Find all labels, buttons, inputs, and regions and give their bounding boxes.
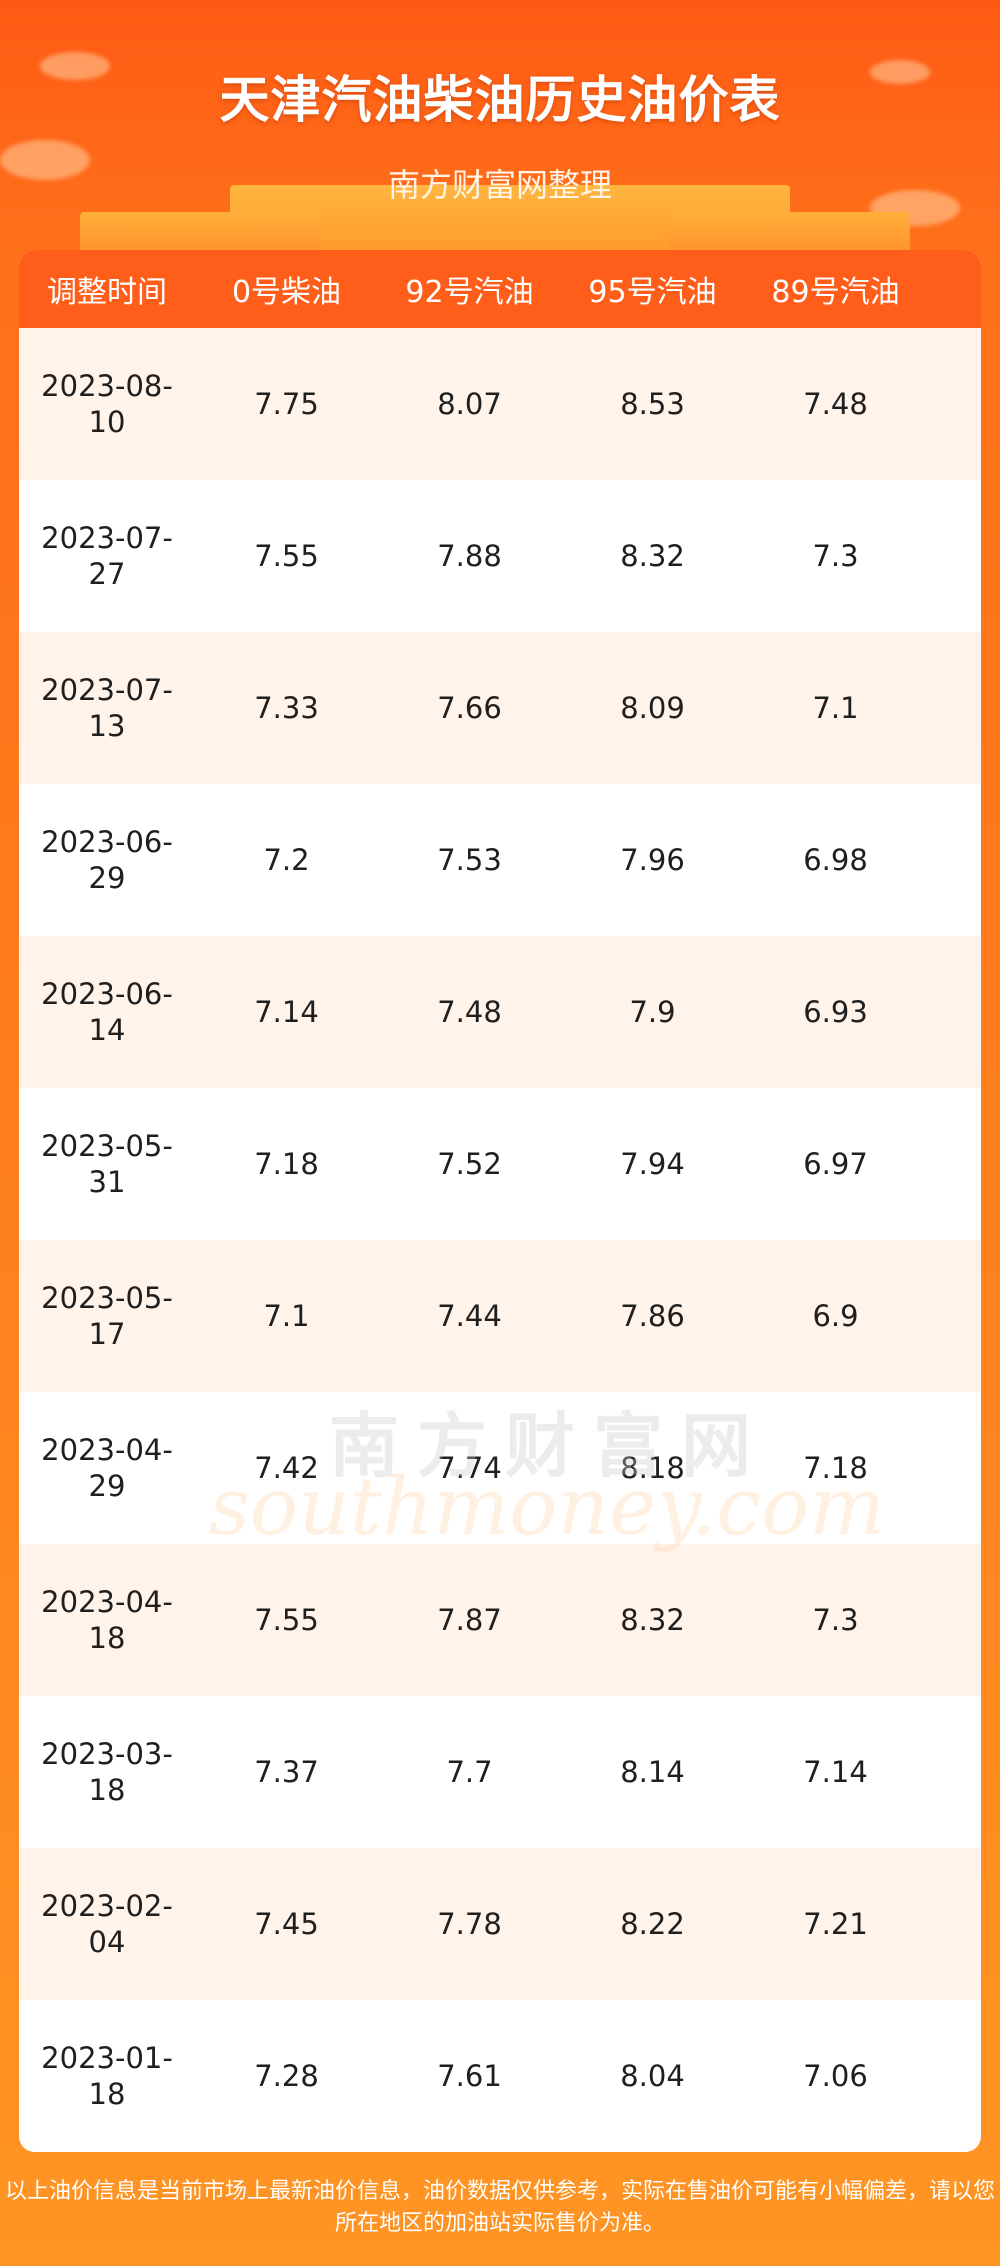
table-row: 2023-04-18 7.55 7.87 8.32 7.3 [19, 1544, 981, 1696]
table-row: 2023-07-13 7.33 7.66 8.09 7.1 [19, 632, 981, 784]
table-row: 2023-04-29 7.42 7.74 8.18 7.18 [19, 1392, 981, 1544]
decor-cloud-mid-left [0, 140, 90, 180]
cell-gasoline-92: 7.48 [437, 995, 502, 1029]
table-row: 2023-07-27 7.55 7.88 8.32 7.3 [19, 480, 981, 632]
cell-gasoline-89: 6.98 [803, 843, 868, 877]
page-subtitle: 南方财富网整理 [387, 166, 612, 204]
cell-gasoline-95: 8.22 [620, 1907, 685, 1941]
column-header-gasoline-95: 95号汽油 [588, 275, 717, 310]
cell-gasoline-89: 7.14 [803, 1755, 868, 1789]
cell-diesel-0: 7.28 [254, 2059, 319, 2093]
cell-diesel-0: 7.33 [254, 691, 319, 725]
cell-gasoline-89: 7.3 [812, 539, 859, 573]
cell-gasoline-92: 7.88 [437, 539, 502, 573]
column-header-gasoline-92: 92号汽油 [405, 275, 534, 310]
table-row: 2023-06-29 7.2 7.53 7.96 6.98 [19, 784, 981, 936]
decor-platform-left [80, 212, 320, 250]
cell-diesel-0: 7.42 [254, 1451, 319, 1485]
cell-gasoline-89: 7.3 [812, 1603, 859, 1637]
cell-gasoline-89: 7.21 [803, 1907, 868, 1941]
table-row: 2023-05-31 7.18 7.52 7.94 6.97 [19, 1088, 981, 1240]
cell-gasoline-95: 8.18 [620, 1451, 685, 1485]
column-header-date: 调整时间 [47, 275, 167, 310]
cell-gasoline-95: 8.09 [620, 691, 685, 725]
table-row: 2023-03-18 7.37 7.7 8.14 7.14 [19, 1696, 981, 1848]
cell-gasoline-95: 8.53 [620, 387, 685, 421]
cell-diesel-0: 7.14 [254, 995, 319, 1029]
page-title: 天津汽油柴油历史油价表 [219, 71, 781, 129]
cell-gasoline-95: 7.94 [620, 1147, 685, 1181]
decor-platform-right [670, 212, 910, 250]
cell-gasoline-92: 7.78 [437, 1907, 502, 1941]
cell-date: 2023-08-10 [41, 369, 173, 439]
cell-date: 2023-05-17 [41, 1281, 173, 1351]
cell-gasoline-92: 7.74 [437, 1451, 502, 1485]
cell-date: 2023-04-29 [41, 1433, 173, 1503]
cell-diesel-0: 7.1 [263, 1299, 310, 1333]
cell-date: 2023-02-04 [41, 1889, 173, 1959]
table-row: 2023-01-18 7.28 7.61 8.04 7.06 [19, 2000, 981, 2152]
column-header-gasoline-89: 89号汽油 [771, 275, 900, 310]
cell-gasoline-95: 8.14 [620, 1755, 685, 1789]
cell-gasoline-92: 7.7 [446, 1755, 493, 1789]
cell-date: 2023-01-18 [41, 2041, 173, 2111]
column-header-diesel-0: 0号柴油 [231, 275, 342, 310]
cell-gasoline-95: 8.32 [620, 539, 685, 573]
table-row: 2023-06-14 7.14 7.48 7.9 6.93 [19, 936, 981, 1088]
cell-gasoline-95: 7.86 [620, 1299, 685, 1333]
cell-gasoline-89: 6.97 [803, 1147, 868, 1181]
cell-gasoline-92: 7.87 [437, 1603, 502, 1637]
table-row: 2023-02-04 7.45 7.78 8.22 7.21 [19, 1848, 981, 2000]
cell-date: 2023-05-31 [41, 1129, 173, 1199]
cell-date: 2023-06-29 [41, 825, 173, 895]
cell-diesel-0: 7.37 [254, 1755, 319, 1789]
cell-gasoline-89: 6.93 [803, 995, 868, 1029]
cell-gasoline-92: 7.66 [437, 691, 502, 725]
cell-date: 2023-07-13 [41, 673, 173, 743]
cell-diesel-0: 7.55 [254, 539, 319, 573]
cell-gasoline-95: 8.04 [620, 2059, 685, 2093]
cell-gasoline-95: 8.32 [620, 1603, 685, 1637]
cell-diesel-0: 7.55 [254, 1603, 319, 1637]
cell-gasoline-89: 7.06 [803, 2059, 868, 2093]
cell-date: 2023-04-18 [41, 1585, 173, 1655]
table-body: 2023-08-10 7.75 8.07 8.53 7.48 2023-07-2… [19, 328, 981, 2152]
price-table-card: 调整时间 0号柴油 92号汽油 95号汽油 89号汽油 2023-08-10 7… [19, 250, 981, 2152]
table-row: 2023-05-17 7.1 7.44 7.86 6.9 [19, 1240, 981, 1392]
footer-disclaimer: 以上油价信息是当前市场上最新油价信息，油价数据仅供参考，实际在售油价可能有小幅偏… [4, 2179, 995, 2236]
cell-gasoline-92: 7.44 [437, 1299, 502, 1333]
cell-gasoline-89: 7.48 [803, 387, 868, 421]
cell-gasoline-89: 7.18 [803, 1451, 868, 1485]
cell-diesel-0: 7.75 [254, 387, 319, 421]
cell-gasoline-92: 7.52 [437, 1147, 502, 1181]
cell-gasoline-89: 7.1 [812, 691, 859, 725]
cell-diesel-0: 7.2 [263, 843, 310, 877]
cell-date: 2023-06-14 [41, 977, 173, 1047]
cell-date: 2023-03-18 [41, 1737, 173, 1807]
cell-gasoline-89: 6.9 [812, 1299, 859, 1333]
cell-date: 2023-07-27 [41, 521, 173, 591]
cell-gasoline-92: 7.53 [437, 843, 502, 877]
decor-cloud-right [870, 60, 930, 84]
table-header-row: 调整时间 0号柴油 92号汽油 95号汽油 89号汽油 [19, 250, 981, 328]
decor-cloud-left [40, 52, 110, 80]
table-row: 2023-08-10 7.75 8.07 8.53 7.48 [19, 328, 981, 480]
cell-gasoline-95: 7.9 [629, 995, 676, 1029]
cell-gasoline-92: 7.61 [437, 2059, 502, 2093]
cell-diesel-0: 7.45 [254, 1907, 319, 1941]
cell-diesel-0: 7.18 [254, 1147, 319, 1181]
banner: 天津汽油柴油历史油价表 南方财富网整理 [0, 0, 1000, 250]
cell-gasoline-92: 8.07 [437, 387, 502, 421]
cell-gasoline-95: 7.96 [620, 843, 685, 877]
